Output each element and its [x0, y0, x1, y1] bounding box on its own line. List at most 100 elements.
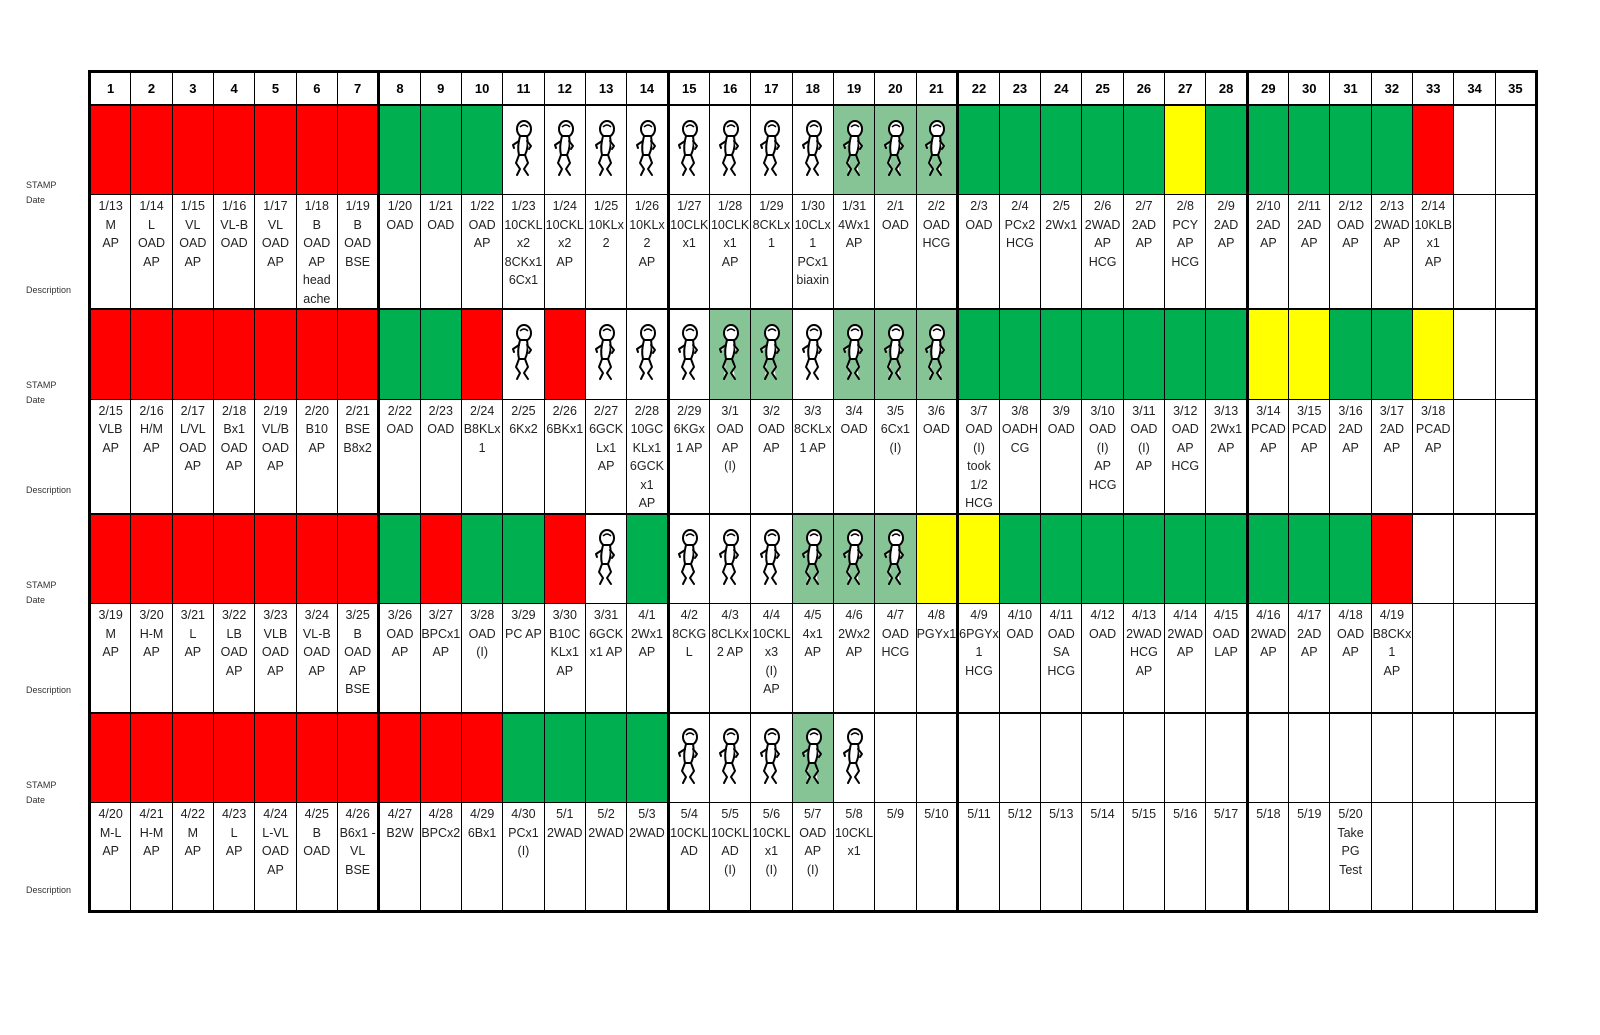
description-cell[interactable]: 4/22 M AP — [171, 802, 214, 913]
description-cell[interactable]: 2/15 VLB AP — [88, 398, 132, 515]
description-cell[interactable]: 1/16 VL-B OAD — [212, 194, 256, 310]
stamp-cell-red[interactable] — [88, 712, 132, 803]
stamp-cell-green[interactable] — [502, 712, 545, 803]
stamp-cell-baby[interactable] — [666, 308, 710, 400]
description-cell[interactable]: 5/3 2WAD — [626, 802, 669, 913]
stamp-cell-empty[interactable] — [915, 712, 959, 803]
description-cell[interactable]: 5/13 — [1040, 802, 1083, 913]
stamp-cell-empty[interactable] — [998, 712, 1042, 803]
description-cell[interactable]: 1/29 8CKLx 1 — [750, 194, 793, 310]
description-cell[interactable]: 2/17 L/VL OAD AP — [171, 398, 214, 515]
stamp-cell-empty[interactable] — [1122, 712, 1166, 803]
stamp-cell-red[interactable] — [130, 104, 173, 195]
stamp-cell-green[interactable] — [1081, 513, 1124, 604]
stamp-cell-green[interactable] — [1245, 104, 1290, 195]
description-cell[interactable]: 3/16 2AD AP — [1329, 398, 1372, 515]
stamp-cell-empty[interactable] — [1494, 513, 1538, 604]
stamp-cell-red[interactable] — [295, 513, 338, 604]
stamp-cell-green[interactable] — [956, 308, 1000, 400]
description-cell[interactable]: 4/30 PCx1 (I) — [502, 802, 545, 913]
description-cell[interactable]: 2/21 BSE B8x2 — [336, 398, 380, 515]
description-cell[interactable] — [1453, 603, 1496, 714]
description-cell[interactable]: 2/6 2WAD AP HCG — [1081, 194, 1124, 310]
description-cell[interactable]: 3/21 L AP — [171, 603, 214, 714]
description-cell[interactable]: 2/8 PCY AP HCG — [1164, 194, 1207, 310]
stamp-cell-red[interactable] — [171, 712, 214, 803]
description-cell[interactable]: 2/22 OAD — [377, 398, 421, 515]
stamp-cell-empty[interactable] — [1453, 513, 1496, 604]
stamp-cell-empty[interactable] — [1329, 712, 1372, 803]
description-cell[interactable]: 4/3 8CLKx 2 AP — [708, 603, 752, 714]
description-cell[interactable]: 3/24 VL-B OAD AP — [295, 603, 338, 714]
description-cell[interactable] — [1412, 603, 1455, 714]
description-cell[interactable]: 2/10 2AD AP — [1245, 194, 1290, 310]
description-cell[interactable]: 4/24 L-VL OAD AP — [254, 802, 297, 913]
description-cell[interactable]: 3/31 6GCK x1 AP — [584, 603, 628, 714]
description-cell[interactable]: 1/20 OAD — [377, 194, 421, 310]
stamp-cell-green[interactable] — [1122, 104, 1166, 195]
stamp-cell-baby-green[interactable] — [915, 308, 959, 400]
stamp-cell-green[interactable] — [1329, 104, 1372, 195]
stamp-cell-red[interactable] — [171, 308, 214, 400]
stamp-cell-green[interactable] — [998, 308, 1042, 400]
description-cell[interactable]: 4/19 B8CKx 1 AP — [1370, 603, 1414, 714]
description-cell[interactable]: 4/10 OAD — [998, 603, 1042, 714]
stamp-cell-baby[interactable] — [708, 513, 752, 604]
description-cell[interactable]: 4/12 OAD — [1081, 603, 1124, 714]
stamp-cell-red[interactable] — [88, 104, 132, 195]
stamp-cell-green[interactable] — [1081, 104, 1124, 195]
stamp-cell-red[interactable] — [212, 104, 256, 195]
stamp-cell-yellow[interactable] — [1288, 308, 1331, 400]
description-cell[interactable]: 2/9 2AD AP — [1205, 194, 1248, 310]
description-cell[interactable]: 5/15 — [1122, 802, 1166, 913]
description-cell[interactable]: 1/28 10CLK x1 AP — [708, 194, 752, 310]
description-cell[interactable] — [1494, 194, 1538, 310]
stamp-cell-baby[interactable] — [750, 104, 793, 195]
stamp-cell-green[interactable] — [1245, 513, 1290, 604]
stamp-cell-green[interactable] — [1288, 513, 1331, 604]
description-cell[interactable]: 1/13 M AP — [88, 194, 132, 310]
stamp-cell-red[interactable] — [460, 712, 504, 803]
description-cell[interactable]: 4/26 B6x1 - VL BSE — [336, 802, 380, 913]
stamp-cell-red[interactable] — [336, 308, 380, 400]
stamp-cell-red[interactable] — [336, 513, 380, 604]
stamp-cell-green[interactable] — [998, 104, 1042, 195]
stamp-cell-baby[interactable] — [708, 712, 752, 803]
stamp-cell-empty[interactable] — [1494, 308, 1538, 400]
description-cell[interactable]: 2/28 10GC KLx1 6GCK x1 AP — [626, 398, 669, 515]
stamp-cell-empty[interactable] — [956, 712, 1000, 803]
description-cell[interactable]: 2/12 OAD AP — [1329, 194, 1372, 310]
stamp-cell-green[interactable] — [1370, 308, 1414, 400]
stamp-cell-green[interactable] — [1329, 513, 1372, 604]
stamp-cell-empty[interactable] — [1040, 712, 1083, 803]
description-cell[interactable]: 4/28 BPCx2 — [419, 802, 462, 913]
description-cell[interactable]: 3/2 OAD AP — [750, 398, 793, 515]
description-cell[interactable]: 1/14 L OAD AP — [130, 194, 173, 310]
stamp-cell-green[interactable] — [1081, 308, 1124, 400]
stamp-cell-baby-green[interactable] — [791, 513, 834, 604]
stamp-cell-baby[interactable] — [502, 104, 545, 195]
description-cell[interactable]: 3/30 B10C KLx1 AP — [543, 603, 586, 714]
description-cell[interactable]: 1/24 10CKL x2 AP — [543, 194, 586, 310]
description-cell[interactable]: 4/14 2WAD AP — [1164, 603, 1207, 714]
description-cell[interactable]: 2/5 2Wx1 — [1040, 194, 1083, 310]
stamp-cell-baby-green[interactable] — [791, 712, 834, 803]
stamp-cell-red[interactable] — [171, 104, 214, 195]
description-cell[interactable]: 4/8 PGYx1 — [915, 603, 959, 714]
description-cell[interactable]: 2/26 6BKx1 — [543, 398, 586, 515]
description-cell[interactable]: 4/2 8CKG L — [666, 603, 710, 714]
stamp-cell-baby[interactable] — [750, 712, 793, 803]
description-cell[interactable]: 5/2 2WAD — [584, 802, 628, 913]
stamp-cell-red[interactable] — [130, 712, 173, 803]
description-cell[interactable]: 4/13 2WAD HCG AP — [1122, 603, 1166, 714]
description-cell[interactable]: 5/8 10CKL x1 — [832, 802, 876, 913]
stamp-cell-green[interactable] — [626, 712, 669, 803]
description-cell[interactable]: 4/11 OAD SA HCG — [1040, 603, 1083, 714]
description-cell[interactable]: 4/27 B2W — [377, 802, 421, 913]
description-cell[interactable]: 1/19 B OAD BSE — [336, 194, 380, 310]
stamp-cell-empty[interactable] — [1245, 712, 1290, 803]
description-cell[interactable]: 4/29 6Bx1 — [460, 802, 504, 913]
description-cell[interactable]: 2/24 B8KLx 1 — [460, 398, 504, 515]
description-cell[interactable]: 4/6 2Wx2 AP — [832, 603, 876, 714]
stamp-cell-red[interactable] — [88, 513, 132, 604]
